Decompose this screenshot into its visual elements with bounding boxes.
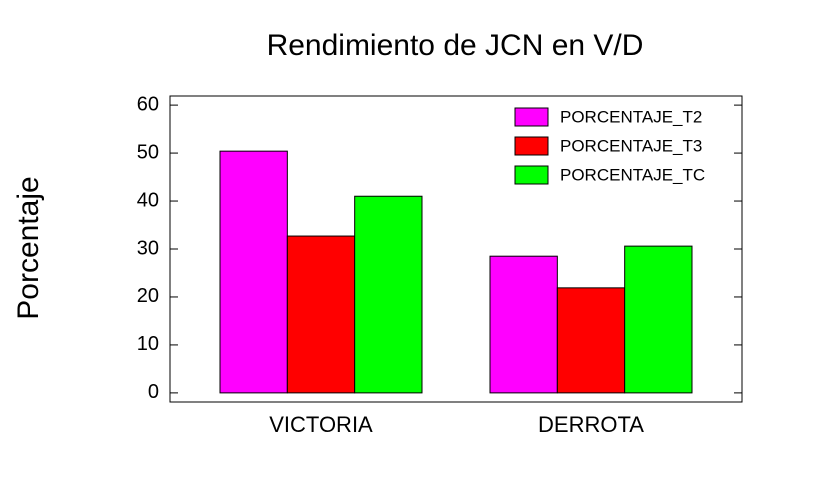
legend-label: PORCENTAJE_T2	[560, 107, 702, 126]
bar	[556, 287, 626, 394]
y-tick-label: 20	[137, 285, 159, 307]
x-tick-label: VICTORIA	[269, 412, 373, 437]
bar	[489, 255, 558, 394]
legend-swatch	[514, 107, 549, 127]
bar	[354, 195, 423, 394]
legend-swatch	[514, 165, 549, 185]
y-tick-label: 0	[148, 381, 159, 403]
x-tick-label: DERROTA	[538, 412, 644, 437]
y-tick-label: 40	[137, 189, 159, 211]
y-tick-label: 60	[137, 93, 159, 115]
y-tick-label: 50	[137, 141, 159, 163]
bar	[219, 150, 288, 394]
bar	[286, 235, 356, 394]
chart-title: Rendimiento de JCN en V/D	[267, 29, 644, 62]
y-tick-label: 30	[137, 237, 159, 259]
legend-label: PORCENTAJE_T3	[560, 136, 702, 155]
legend-swatch	[514, 136, 549, 156]
bar	[624, 245, 693, 394]
y-axis-label: Porcentaje	[12, 176, 45, 319]
y-tick-label: 10	[137, 333, 159, 355]
legend-label: PORCENTAJE_TC	[560, 165, 705, 184]
